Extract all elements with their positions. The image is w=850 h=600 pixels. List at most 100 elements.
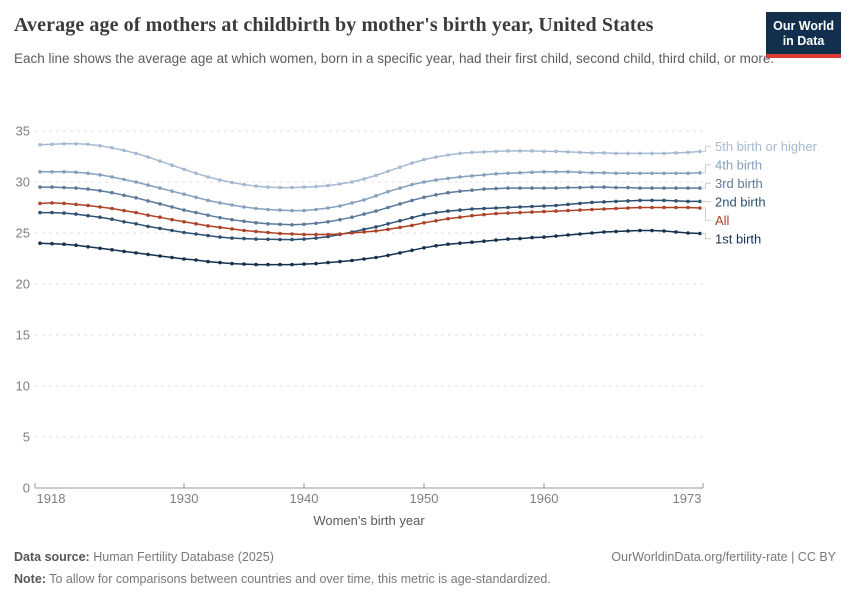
data-point [470, 188, 474, 192]
data-point [242, 182, 246, 187]
data-point [362, 257, 366, 261]
legend-label-all[interactable]: All [715, 213, 730, 228]
series-line-2nd-birth[interactable] [40, 199, 700, 241]
legend-label-2nd-birth[interactable]: 2nd birth [715, 194, 766, 209]
series-line-all[interactable] [39, 202, 701, 236]
data-point [194, 232, 198, 236]
data-point [314, 261, 318, 266]
series-2nd-birth[interactable] [38, 198, 702, 242]
legend-label-1st-birth[interactable]: 1st birth [715, 231, 761, 246]
data-point [146, 199, 150, 203]
data-point [98, 246, 102, 251]
chart-footer: Data source: Human Fertility Database (2… [0, 550, 850, 586]
data-point [326, 260, 330, 265]
legend-label-5th-birth-or-higher[interactable]: 5th birth or higher [715, 139, 818, 154]
data-point [254, 184, 258, 188]
data-point [218, 215, 222, 220]
data-point [578, 150, 582, 155]
footer-note: Note: To allow for comparisons between c… [14, 572, 836, 586]
data-point [74, 202, 78, 207]
data-point [686, 171, 690, 176]
data-point [206, 213, 210, 217]
data-point [566, 233, 570, 237]
data-point [602, 185, 606, 189]
data-point [86, 203, 90, 208]
series-1st-birth[interactable] [38, 228, 702, 267]
data-point [182, 208, 186, 212]
data-point [134, 180, 138, 184]
series-4th-birth[interactable] [38, 170, 702, 213]
data-point [518, 210, 522, 215]
legend-label-4th-birth[interactable]: 4th birth [715, 157, 762, 172]
data-point [266, 230, 270, 235]
data-point [518, 205, 522, 209]
data-point [338, 259, 342, 264]
data-point [278, 237, 282, 242]
data-point [182, 230, 186, 235]
series-3rd-birth[interactable] [38, 185, 702, 227]
data-point [422, 180, 426, 184]
data-point [494, 206, 498, 210]
data-point [386, 169, 390, 174]
data-point [326, 232, 330, 237]
data-point [218, 201, 222, 205]
data-point [446, 153, 450, 157]
chart-subtitle: Each line shows the average age at which… [14, 51, 775, 66]
note-value: To allow for comparisons between countri… [49, 572, 551, 586]
data-point [38, 201, 42, 206]
data-point [566, 202, 570, 207]
data-point [482, 187, 486, 191]
data-point [470, 174, 474, 178]
data-point [614, 171, 618, 176]
data-point [86, 171, 90, 176]
data-point [230, 261, 234, 266]
data-point [254, 237, 258, 241]
data-point [410, 161, 414, 165]
data-point [302, 232, 306, 237]
data-point [698, 171, 702, 175]
series-line-5th-birth-or-higher[interactable] [39, 143, 701, 189]
data-point [170, 228, 174, 233]
data-point [182, 167, 186, 172]
data-point [38, 241, 42, 245]
data-point [206, 224, 210, 228]
data-point [290, 223, 294, 227]
series-5th-birth-or-higher[interactable] [38, 142, 702, 190]
data-point [146, 252, 150, 257]
data-point [74, 212, 78, 216]
owid-logo[interactable]: Our World in Data [766, 12, 841, 58]
data-point [338, 217, 342, 222]
data-point [242, 228, 246, 233]
data-point [650, 198, 654, 203]
data-point [242, 236, 246, 241]
series-line-1st-birth[interactable] [39, 229, 701, 266]
series-line-3rd-birth[interactable] [40, 186, 700, 226]
data-point [374, 225, 378, 229]
data-point [50, 201, 54, 205]
data-point [62, 170, 66, 174]
series-line-4th-birth[interactable] [40, 171, 701, 212]
data-point [626, 171, 630, 176]
y-tick-label: 15 [16, 328, 30, 343]
data-point [98, 144, 102, 148]
data-point [398, 202, 402, 206]
x-axis-title: Women's birth year [313, 513, 425, 528]
data-point [374, 229, 378, 233]
data-point [386, 227, 390, 232]
data-point [62, 211, 66, 215]
data-point [494, 172, 498, 176]
data-point [122, 148, 126, 153]
data-point [110, 248, 114, 252]
owid-citation-link[interactable]: OurWorldinData.org/fertility-rate | CC B… [611, 550, 836, 564]
legend-label-3rd-birth[interactable]: 3rd birth [715, 176, 763, 191]
data-point [494, 186, 498, 191]
data-point [530, 149, 534, 153]
data-point [158, 215, 162, 219]
data-point [410, 215, 414, 220]
data-point [278, 231, 282, 236]
data-point [266, 222, 270, 226]
series-all[interactable] [38, 201, 702, 237]
data-point [50, 210, 54, 215]
data-point [650, 171, 654, 176]
data-point [158, 159, 162, 163]
